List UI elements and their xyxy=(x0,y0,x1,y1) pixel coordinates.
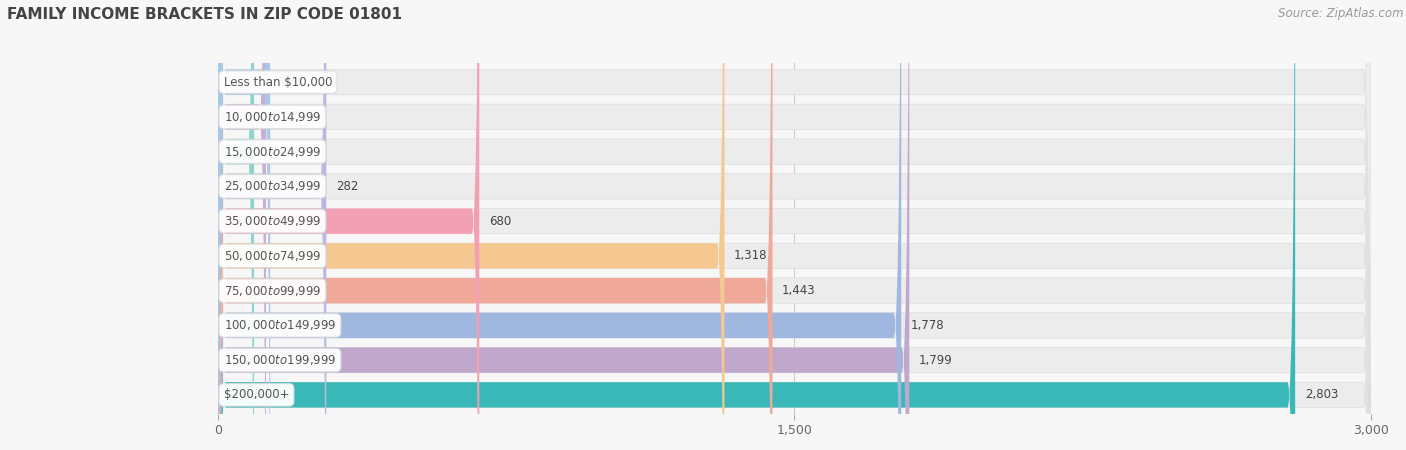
Text: FAMILY INCOME BRACKETS IN ZIP CODE 01801: FAMILY INCOME BRACKETS IN ZIP CODE 01801 xyxy=(7,7,402,22)
FancyBboxPatch shape xyxy=(218,0,326,450)
Text: Less than $10,000: Less than $10,000 xyxy=(224,76,332,89)
FancyBboxPatch shape xyxy=(218,0,910,450)
Text: 680: 680 xyxy=(489,215,512,228)
Text: 2,803: 2,803 xyxy=(1305,388,1339,401)
FancyBboxPatch shape xyxy=(218,0,1295,450)
Text: 1,799: 1,799 xyxy=(920,354,953,367)
FancyBboxPatch shape xyxy=(218,0,1371,450)
FancyBboxPatch shape xyxy=(218,0,479,450)
Text: 1,318: 1,318 xyxy=(734,249,768,262)
Text: Source: ZipAtlas.com: Source: ZipAtlas.com xyxy=(1278,7,1403,20)
Text: $15,000 to $24,999: $15,000 to $24,999 xyxy=(224,144,321,158)
FancyBboxPatch shape xyxy=(218,0,270,450)
FancyBboxPatch shape xyxy=(218,0,1371,450)
Text: $150,000 to $199,999: $150,000 to $199,999 xyxy=(224,353,336,367)
FancyBboxPatch shape xyxy=(218,0,1371,450)
FancyBboxPatch shape xyxy=(218,0,1371,450)
FancyBboxPatch shape xyxy=(218,0,724,450)
FancyBboxPatch shape xyxy=(218,0,1371,450)
FancyBboxPatch shape xyxy=(218,0,1371,450)
FancyBboxPatch shape xyxy=(218,0,266,450)
FancyBboxPatch shape xyxy=(218,0,901,450)
FancyBboxPatch shape xyxy=(218,0,1371,450)
Text: 94: 94 xyxy=(264,145,278,158)
Text: $10,000 to $14,999: $10,000 to $14,999 xyxy=(224,110,321,124)
Text: $100,000 to $149,999: $100,000 to $149,999 xyxy=(224,319,336,333)
Text: 1,443: 1,443 xyxy=(782,284,815,297)
FancyBboxPatch shape xyxy=(218,0,772,450)
Text: $50,000 to $74,999: $50,000 to $74,999 xyxy=(224,249,321,263)
Text: $25,000 to $34,999: $25,000 to $34,999 xyxy=(224,180,321,194)
Text: 136: 136 xyxy=(280,76,302,89)
Text: 125: 125 xyxy=(276,110,298,123)
FancyBboxPatch shape xyxy=(218,0,254,450)
Text: $200,000+: $200,000+ xyxy=(224,388,290,401)
FancyBboxPatch shape xyxy=(218,0,1371,450)
Text: 1,778: 1,778 xyxy=(911,319,945,332)
Text: $75,000 to $99,999: $75,000 to $99,999 xyxy=(224,284,321,297)
Text: 282: 282 xyxy=(336,180,359,193)
Text: $35,000 to $49,999: $35,000 to $49,999 xyxy=(224,214,321,228)
FancyBboxPatch shape xyxy=(218,0,1371,450)
FancyBboxPatch shape xyxy=(218,0,1371,450)
